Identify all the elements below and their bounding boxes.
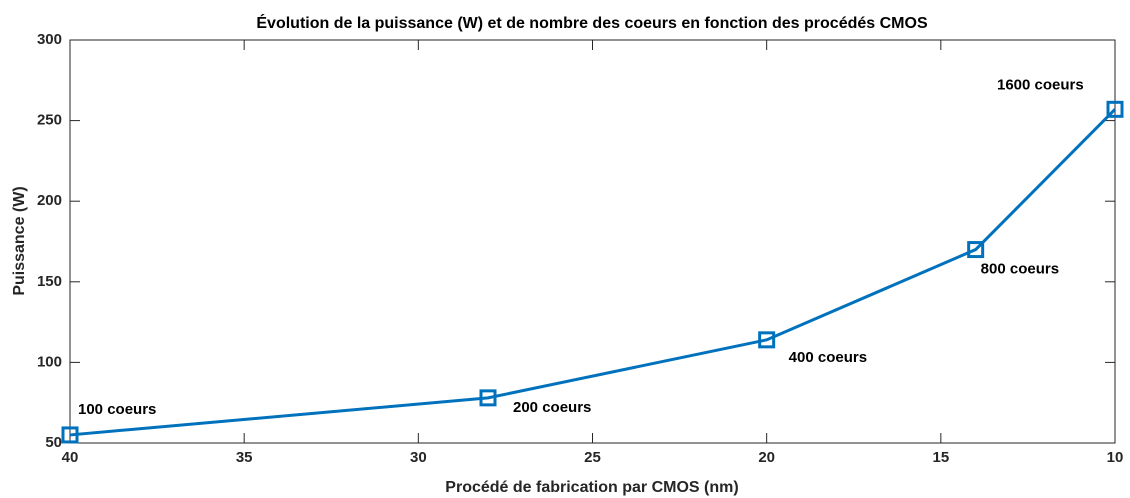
x-tick-label: 15: [932, 449, 949, 466]
x-tick-label: 40: [62, 449, 79, 466]
x-tick-label: 25: [584, 449, 601, 466]
marker: [758, 331, 776, 349]
marker: [61, 426, 79, 444]
marker: [967, 241, 985, 259]
y-tick-label: 50: [45, 434, 62, 451]
marker: [1106, 100, 1124, 118]
y-tick-label: 100: [37, 353, 62, 370]
x-axis-label: Procédé de fabrication par CMOS (nm): [445, 479, 738, 496]
x-tick-label: 30: [410, 449, 427, 466]
y-tick-label: 300: [37, 31, 62, 48]
chart-title: Évolution de la puissance (W) et de nomb…: [256, 13, 928, 32]
annotation: 200 coeurs: [513, 399, 591, 416]
y-tick-label: 200: [37, 192, 62, 209]
x-tick-label: 20: [758, 449, 775, 466]
x-tick-label: 10: [1107, 449, 1124, 466]
line: [69, 108, 1117, 437]
x-tick-label: 35: [236, 449, 253, 466]
annotation: 800 coeurs: [981, 261, 1059, 278]
marker: [479, 389, 497, 407]
y-axis-label: Puissance (W): [11, 186, 28, 295]
annotation: 1600 coeurs: [997, 76, 1084, 93]
annotation: 100 coeurs: [78, 401, 156, 418]
y-tick-label: 250: [37, 112, 62, 129]
annotation: 400 coeurs: [789, 349, 867, 366]
y-tick-label: 150: [37, 273, 62, 290]
